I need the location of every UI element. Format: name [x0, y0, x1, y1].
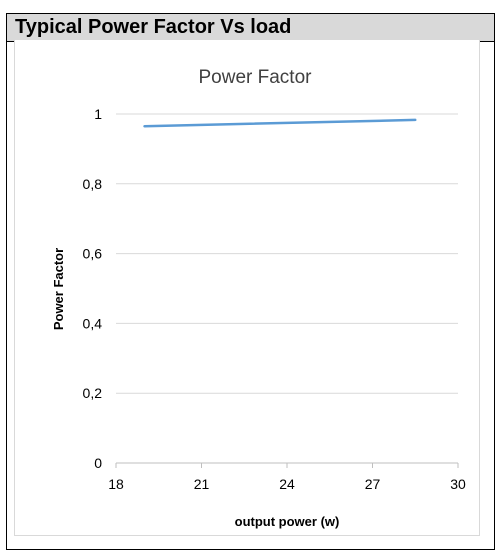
y-tick-label: 0,6	[83, 246, 103, 262]
x-tick-label: 27	[365, 476, 381, 492]
y-tick-label: 0,2	[83, 385, 103, 401]
y-tick-label: 0,8	[83, 176, 103, 192]
series-layer	[143, 118, 417, 128]
axes	[115, 462, 459, 468]
y-tick-label: 0,4	[83, 315, 103, 331]
chart-title: Power Factor	[199, 67, 313, 88]
y-tick-label: 0	[94, 455, 102, 471]
gridlines	[116, 113, 458, 394]
series-line-0	[143, 118, 417, 128]
figure-header: Typical Power Factor Vs load	[7, 14, 494, 42]
y-axis-label: Power Factor	[51, 248, 66, 330]
chart-area	[14, 39, 480, 536]
figure-title: Typical Power Factor Vs load	[15, 16, 292, 38]
x-axis-label: output power (w)	[235, 514, 340, 529]
x-tick-label: 24	[279, 476, 295, 492]
x-tick-label: 18	[108, 476, 124, 492]
y-tick-label: 1	[94, 106, 102, 122]
x-tick-label: 21	[194, 476, 210, 492]
x-tick-label: 30	[450, 476, 466, 492]
tick-labels: 0 0,2 0,4 0,6 0,8 1 18 21 24 27 30	[83, 106, 466, 492]
